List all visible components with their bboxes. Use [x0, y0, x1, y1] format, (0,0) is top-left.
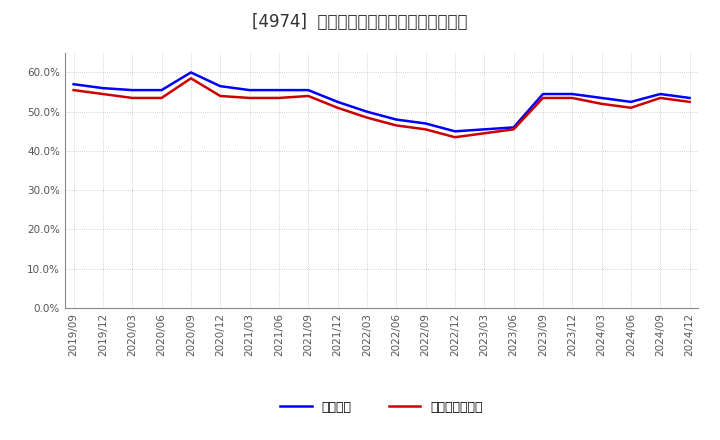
- 固定比率: [685, 95, 694, 101]
- 固定比率: [451, 128, 459, 134]
- 固定比率: [216, 84, 225, 89]
- 固定比率: [539, 92, 547, 97]
- 固定長期適合率: [186, 76, 195, 81]
- 固定比率: [128, 88, 137, 93]
- 固定長期適合率: [626, 105, 635, 110]
- 固定比率: [656, 92, 665, 97]
- 固定比率: [274, 88, 283, 93]
- 固定長期適合率: [333, 105, 342, 110]
- 固定比率: [568, 92, 577, 97]
- 固定長期適合率: [69, 88, 78, 93]
- 固定長期適合率: [598, 101, 606, 106]
- 固定長期適合率: [246, 95, 254, 101]
- 固定比率: [598, 95, 606, 101]
- Text: [4974]  固定比率、固定長期適合率の推移: [4974] 固定比率、固定長期適合率の推移: [252, 13, 468, 31]
- Legend: 固定比率, 固定長期適合率: 固定比率, 固定長期適合率: [275, 396, 488, 419]
- 固定長期適合率: [304, 93, 312, 99]
- 固定比率: [363, 109, 372, 114]
- 固定比率: [480, 127, 489, 132]
- Line: 固定長期適合率: 固定長期適合率: [73, 78, 690, 137]
- 固定比率: [626, 99, 635, 105]
- 固定長期適合率: [480, 131, 489, 136]
- 固定比率: [333, 99, 342, 105]
- 固定長期適合率: [421, 127, 430, 132]
- 固定比率: [69, 81, 78, 87]
- 固定長期適合率: [509, 127, 518, 132]
- 固定長期適合率: [128, 95, 137, 101]
- 固定長期適合率: [99, 92, 107, 97]
- 固定長期適合率: [363, 115, 372, 120]
- 固定比率: [392, 117, 400, 122]
- 固定長期適合率: [274, 95, 283, 101]
- 固定長期適合率: [539, 95, 547, 101]
- 固定長期適合率: [685, 99, 694, 105]
- Line: 固定比率: 固定比率: [73, 73, 690, 131]
- 固定長期適合率: [157, 95, 166, 101]
- 固定長期適合率: [451, 135, 459, 140]
- 固定比率: [157, 88, 166, 93]
- 固定比率: [421, 121, 430, 126]
- 固定長期適合率: [216, 93, 225, 99]
- 固定長期適合率: [392, 123, 400, 128]
- 固定比率: [509, 125, 518, 130]
- 固定比率: [246, 88, 254, 93]
- 固定比率: [186, 70, 195, 75]
- 固定比率: [304, 88, 312, 93]
- 固定比率: [99, 85, 107, 91]
- 固定長期適合率: [568, 95, 577, 101]
- 固定長期適合率: [656, 95, 665, 101]
